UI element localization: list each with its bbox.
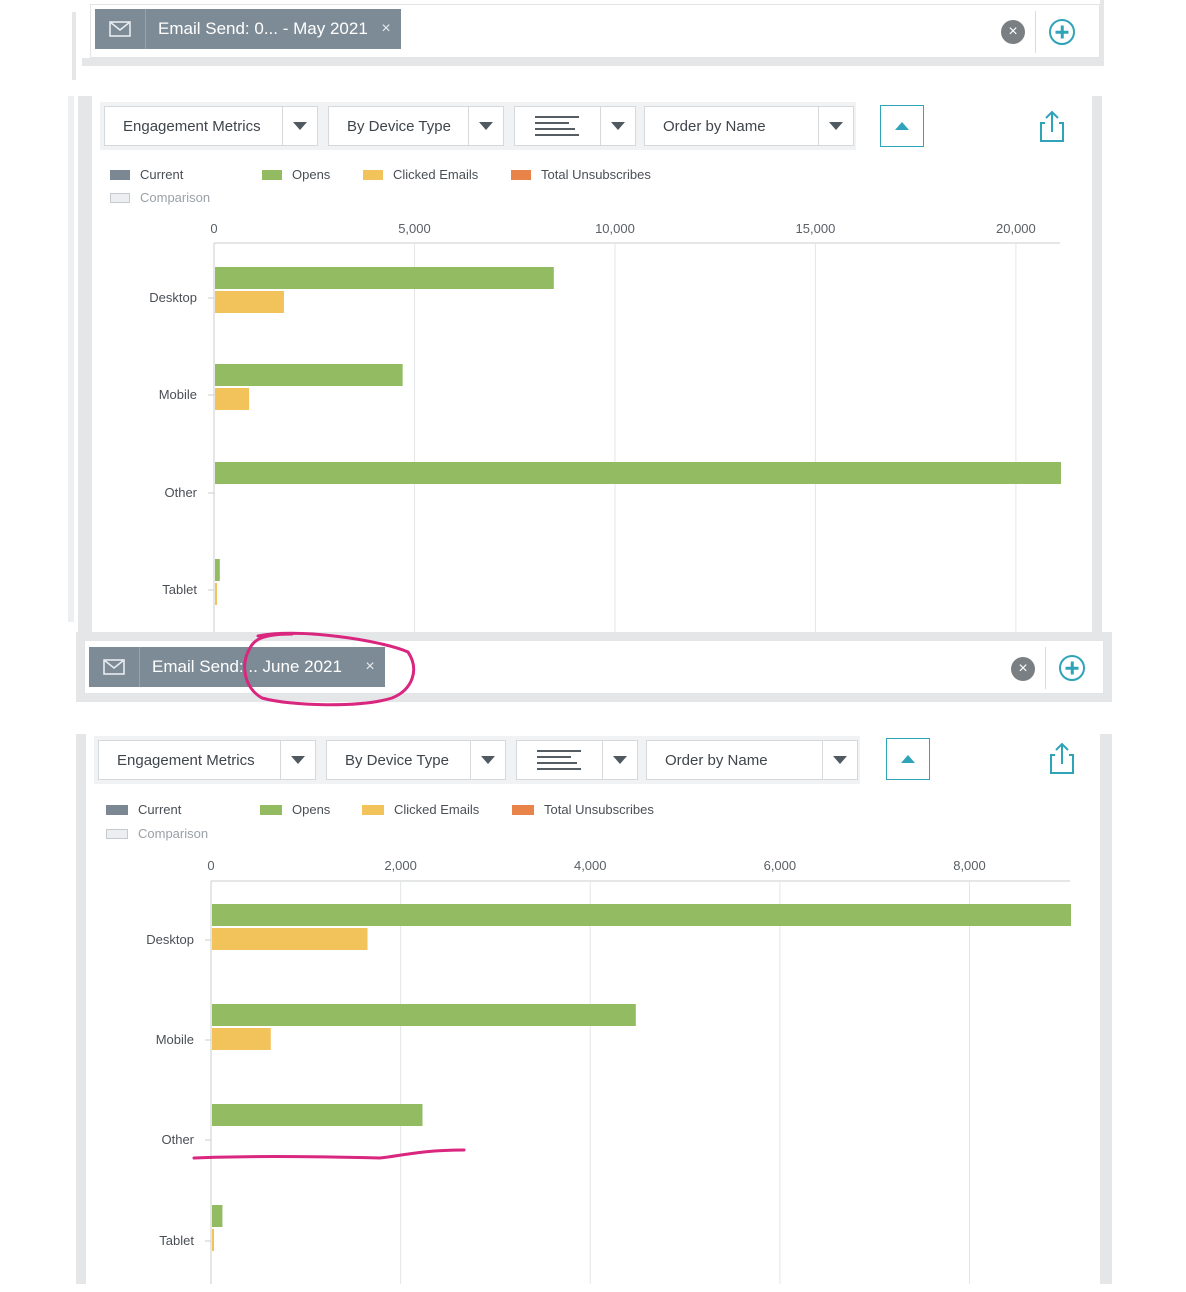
grouping-dropdown-label: By Device Type <box>347 117 451 135</box>
category-label: Mobile <box>159 387 197 402</box>
legend-opens-label: Opens <box>292 802 331 817</box>
share-icon[interactable] <box>1040 110 1064 147</box>
legend-clicked-label: Clicked Emails <box>393 167 479 182</box>
x-tick-label: 10,000 <box>595 221 635 236</box>
legend-clicked-label: Clicked Emails <box>394 802 480 817</box>
bar-opens-tablet[interactable] <box>215 559 220 581</box>
legend-unsubscribes[interactable]: Total Unsubscribes <box>511 167 651 182</box>
x-tick-label: 0 <box>210 221 217 236</box>
chevron-down-icon <box>280 741 315 779</box>
device-bar-chart: 0 5,000 10,000 15,000 20,000 Desktop Mobile Oth… <box>0 0 1186 640</box>
category-label: Desktop <box>146 932 194 947</box>
clear-icon[interactable]: × <box>1001 20 1025 44</box>
bar-opens-mobile[interactable] <box>215 364 403 386</box>
x-tick-label: 6,000 <box>764 858 797 873</box>
bar-opens-other[interactable] <box>215 462 1061 484</box>
legend-unsubscribes-label: Total Unsubscribes <box>544 802 654 817</box>
chart-type-dropdown[interactable] <box>514 106 636 146</box>
bar-clicked-emails-tablet[interactable] <box>215 583 217 605</box>
bar-opens-mobile[interactable] <box>212 1004 636 1026</box>
bar-clicked-emails-mobile[interactable] <box>215 388 250 410</box>
bar-opens-desktop[interactable] <box>215 267 554 289</box>
chart-controls: Engagement Metrics By Device Type Order … <box>94 736 860 784</box>
metrics-dropdown[interactable]: Engagement Metrics <box>104 106 318 146</box>
legend-comparison[interactable]: Comparison <box>106 826 208 841</box>
chevron-down-icon <box>600 107 635 145</box>
x-tick-label: 20,000 <box>996 221 1036 236</box>
chevron-up-icon <box>895 122 909 130</box>
legend-current-label: Current <box>140 167 184 182</box>
bar-clicked-emails-mobile[interactable] <box>212 1028 271 1050</box>
metrics-dropdown-label: Engagement Metrics <box>117 751 255 769</box>
plus-circle-icon[interactable] <box>1049 19 1075 45</box>
filter-chip[interactable]: Email Send: 0... - May 2021 × <box>95 9 401 49</box>
category-label: Other <box>164 485 197 500</box>
legend-comparison[interactable]: Comparison <box>110 190 210 205</box>
bar-opens-other[interactable] <box>212 1104 423 1126</box>
x-tick-label: 4,000 <box>574 858 607 873</box>
grouping-dropdown[interactable]: By Device Type <box>328 106 504 146</box>
chevron-down-icon <box>822 741 857 779</box>
legend-current[interactable]: Current <box>110 167 183 182</box>
bar-clicked-emails-desktop[interactable] <box>212 928 368 950</box>
x-tick-label: 0 <box>207 858 214 873</box>
category-label: Mobile <box>156 1032 194 1047</box>
legend-comparison-label: Comparison <box>138 826 209 841</box>
chevron-down-icon <box>282 107 317 145</box>
chevron-down-icon <box>818 107 853 145</box>
clear-icon[interactable]: × <box>1011 657 1035 681</box>
collapse-button[interactable] <box>880 105 924 147</box>
chart-controls: Engagement Metrics By Device Type Order … <box>100 102 856 150</box>
x-tick-label: 15,000 <box>796 221 836 236</box>
envelope-icon <box>89 647 140 687</box>
bar-opens-tablet[interactable] <box>212 1205 223 1227</box>
x-tick-label: 5,000 <box>398 221 431 236</box>
chevron-down-icon <box>470 741 505 779</box>
legend-opens-label: Opens <box>292 167 331 182</box>
grouping-dropdown-label: By Device Type <box>345 751 449 769</box>
category-label: Tablet <box>162 582 197 597</box>
order-dropdown-label: Order by Name <box>663 117 766 135</box>
legend-unsubscribes[interactable]: Total Unsubscribes <box>512 802 654 817</box>
bar-opens-desktop[interactable] <box>212 904 1071 926</box>
close-icon[interactable]: × <box>381 20 391 37</box>
horizontal-bars-icon <box>515 116 600 136</box>
x-tick-label: 8,000 <box>953 858 986 873</box>
order-dropdown[interactable]: Order by Name <box>646 740 858 780</box>
filter-bar: Email Send: 0... - May 2021 × × <box>90 4 1100 58</box>
bar-clicked-emails-desktop[interactable] <box>215 291 284 313</box>
grouping-dropdown[interactable]: By Device Type <box>326 740 506 780</box>
envelope-icon <box>95 9 146 49</box>
legend-clicked[interactable]: Clicked Emails <box>362 802 479 817</box>
chart-type-dropdown[interactable] <box>516 740 638 780</box>
order-dropdown[interactable]: Order by Name <box>644 106 854 146</box>
bar-clicked-emails-tablet[interactable] <box>212 1229 214 1251</box>
x-tick-label: 2,000 <box>384 858 417 873</box>
filter-chip-label: Email Send: 0... - May 2021 <box>158 19 368 38</box>
legend-current[interactable]: Current <box>106 802 181 817</box>
collapse-button[interactable] <box>886 738 930 780</box>
category-label: Tablet <box>159 1233 194 1248</box>
horizontal-bars-icon <box>517 750 602 770</box>
order-dropdown-label: Order by Name <box>665 751 768 769</box>
metrics-dropdown-label: Engagement Metrics <box>123 117 261 135</box>
legend-opens[interactable]: Opens <box>262 167 330 182</box>
metrics-dropdown[interactable]: Engagement Metrics <box>98 740 316 780</box>
plus-circle-icon[interactable] <box>1059 655 1085 681</box>
legend-comparison-label: Comparison <box>140 190 211 205</box>
category-label: Other <box>161 1132 194 1147</box>
legend-clicked[interactable]: Clicked Emails <box>363 167 478 182</box>
category-label: Desktop <box>149 290 197 305</box>
chevron-down-icon <box>602 741 637 779</box>
legend-unsubscribes-label: Total Unsubscribes <box>541 167 651 182</box>
chevron-up-icon <box>901 755 915 763</box>
legend-opens[interactable]: Opens <box>260 802 330 817</box>
share-icon[interactable] <box>1050 742 1074 779</box>
chevron-down-icon <box>468 107 503 145</box>
legend-current-label: Current <box>138 802 182 817</box>
